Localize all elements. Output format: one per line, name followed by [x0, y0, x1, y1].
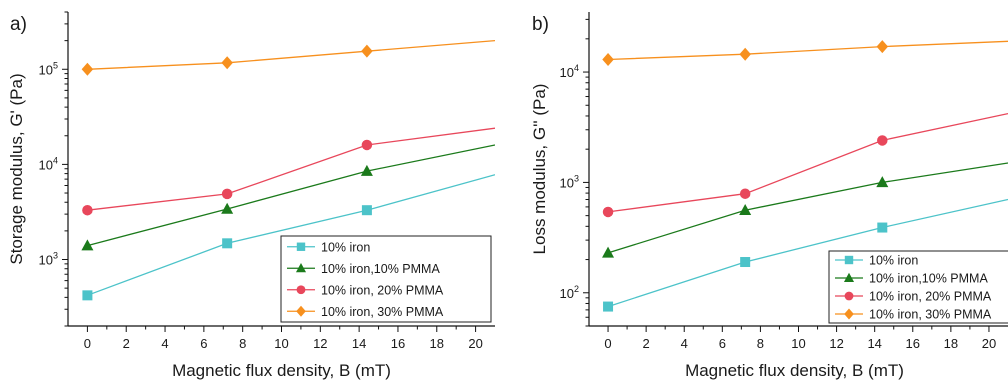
panel-a-x-tick-label: 6: [200, 336, 207, 351]
panel-a-x-tick-label: 4: [161, 336, 168, 351]
panel-a-series-4: [81, 39, 495, 76]
panel-b-series-line: [607, 112, 1008, 213]
panel-b-x-tick-label: 4: [681, 336, 688, 351]
panel-b-legend-label: 10% iron: [869, 254, 918, 268]
panel-b-y-axis-title: Loss modulus, G'' (Pa): [530, 84, 549, 255]
panel-a-legend-label: 10% iron, 30% PMMA: [321, 305, 444, 319]
panel-b-data-point: [877, 222, 888, 233]
panel-a-data-point: [221, 56, 233, 70]
panel-a-legend-marker: [296, 242, 306, 251]
panel-b-x-tick-label: 16: [906, 336, 920, 351]
panel-a-data-point: [222, 238, 233, 249]
panel-b-x-tick-label: 8: [757, 336, 764, 351]
panel-a-legend-box: [280, 235, 492, 323]
panel-b-x-tick-label: 2: [643, 336, 650, 351]
panel-a-x-tick-label: 12: [313, 336, 327, 351]
panel-a-x-tick-label: 16: [391, 336, 405, 351]
panel-b-data-point: [739, 203, 752, 215]
panel-a-series-3: [82, 127, 495, 216]
panel-a-data-point: [81, 62, 94, 76]
panel-a-data-point: [82, 290, 93, 301]
panel-b-data-point: [739, 47, 751, 61]
panel-b-legend-marker: [844, 255, 854, 265]
panel-a-x-tick-label: 8: [239, 336, 246, 351]
panel-b-data-point: [602, 206, 614, 218]
panel-b-loss-modulus: b) 0 2 4 6 8 10 12 14 16 18 20 102 103 104 Magnetic flu…: [530, 12, 1008, 380]
panel-b-x-tick-label: 18: [944, 336, 958, 351]
panel-b-y-tick-label: 103: [560, 173, 579, 190]
panel-a-series-line: [87, 144, 495, 247]
panel-b-legend-label: 10% iron, 20% PMMA: [869, 290, 992, 304]
panel-b-x-tick-label: 6: [719, 336, 726, 351]
panel-a-legend-label: 10% iron, 20% PMMA: [321, 283, 444, 297]
panel-b-legend-marker: [844, 291, 854, 301]
panel-b-series-line: [607, 162, 1008, 254]
panel-a-x-tick-label: 18: [430, 336, 444, 351]
panel-b-series-line: [607, 198, 1008, 308]
panel-b-data-point: [876, 40, 889, 54]
panel-a-data-point: [361, 44, 373, 58]
panel-b-series-3: [602, 112, 1008, 218]
panel-b-x-axis-title: Magnetic flux density, B (mT): [685, 361, 904, 380]
panel-b-legend-label: 10% iron, 30% PMMA: [869, 308, 992, 322]
panel-a-y-axis-title: Storage modulus, G' (Pa): [7, 73, 26, 264]
panel-b-plot-area: [602, 40, 1008, 312]
panel-b-x-tick-label: 20: [982, 336, 996, 351]
panel-b-data-point: [739, 188, 751, 199]
panel-b-legend-box: [828, 250, 1008, 324]
panel-a-series-1: [82, 174, 495, 301]
panel-a-x-tick-label: 20: [468, 336, 482, 351]
panel-a-y-tick-label: 103: [39, 251, 58, 268]
panel-a-x-tick-label: 2: [123, 336, 130, 351]
panel-b-data-point: [602, 246, 615, 258]
panel-b-data-point: [740, 257, 751, 268]
panel-b-y-tick-label: 102: [560, 284, 579, 301]
panel-a-legend-label: 10% iron,10% PMMA: [321, 262, 440, 276]
panel-a-series-2: [81, 144, 495, 251]
panel-b-data-point: [876, 176, 889, 188]
panel-a-legend-marker: [296, 305, 306, 317]
panel-a-x-axis-title: Magnetic flux density, B (mT): [172, 361, 391, 380]
panel-b-series-4: [602, 40, 1008, 66]
panel-b-series-1: [603, 198, 1008, 312]
panel-a-series-line: [87, 127, 495, 211]
panel-a-data-point: [361, 205, 372, 216]
panel-a-legend-marker: [296, 285, 306, 295]
panel-b-data-point: [603, 301, 614, 312]
panel-b-x-tick-label: 14: [867, 336, 881, 351]
panel-b-label: b): [532, 14, 549, 35]
panel-a-storage-modulus: a) 0 2 4 6 8 10 12 14 16 18 20 103 104 105 Magnetic flu…: [7, 11, 495, 380]
panel-a-legend-marker: [295, 263, 307, 273]
panel-b-data-point: [602, 52, 614, 66]
panel-a-series-line: [87, 39, 495, 70]
panel-a-y-tick-label: 105: [39, 60, 58, 77]
panel-b-series-2: [602, 162, 1008, 258]
panel-a-x-tick-label: 10: [274, 336, 288, 351]
panel-a-data-point: [361, 139, 373, 151]
panel-a-data-point: [82, 204, 93, 216]
panel-b-data-point: [877, 135, 888, 146]
panel-b-x-tick-label: 12: [829, 336, 843, 351]
panel-a-data-point: [360, 164, 373, 176]
panel-b-x-tick-label: 0: [604, 336, 611, 351]
panel-a-legend-label: 10% iron: [321, 240, 370, 254]
panel-b-x-tick-label: 10: [791, 336, 805, 351]
panel-a-data-point: [221, 202, 234, 214]
panel-b-legend-label: 10% iron,10% PMMA: [869, 272, 988, 286]
panel-a-data-point: [221, 188, 233, 200]
panel-b-y-tick-label: 104: [560, 63, 579, 80]
panel-a-series-line: [87, 174, 495, 296]
panel-b-series-line: [607, 40, 1008, 61]
panel-a-x-tick-label: 0: [84, 336, 91, 351]
panel-a-y-tick-label: 104: [39, 155, 58, 172]
panel-a-plot-area: [81, 39, 495, 301]
panel-a-legend: 10% iron 10% iron,10% PMMA 10% iron, 20% P…: [280, 235, 492, 323]
panel-b-legend-marker: [843, 272, 855, 282]
panel-b-legend: 10% iron 10% iron,10% PMMA 10% iron, 20% P…: [828, 250, 1008, 324]
panel-a-data-point: [81, 239, 94, 251]
panel-b-legend-marker: [844, 308, 854, 320]
panel-a-x-tick-label: 14: [352, 336, 366, 351]
panel-a-label: a): [10, 14, 27, 35]
